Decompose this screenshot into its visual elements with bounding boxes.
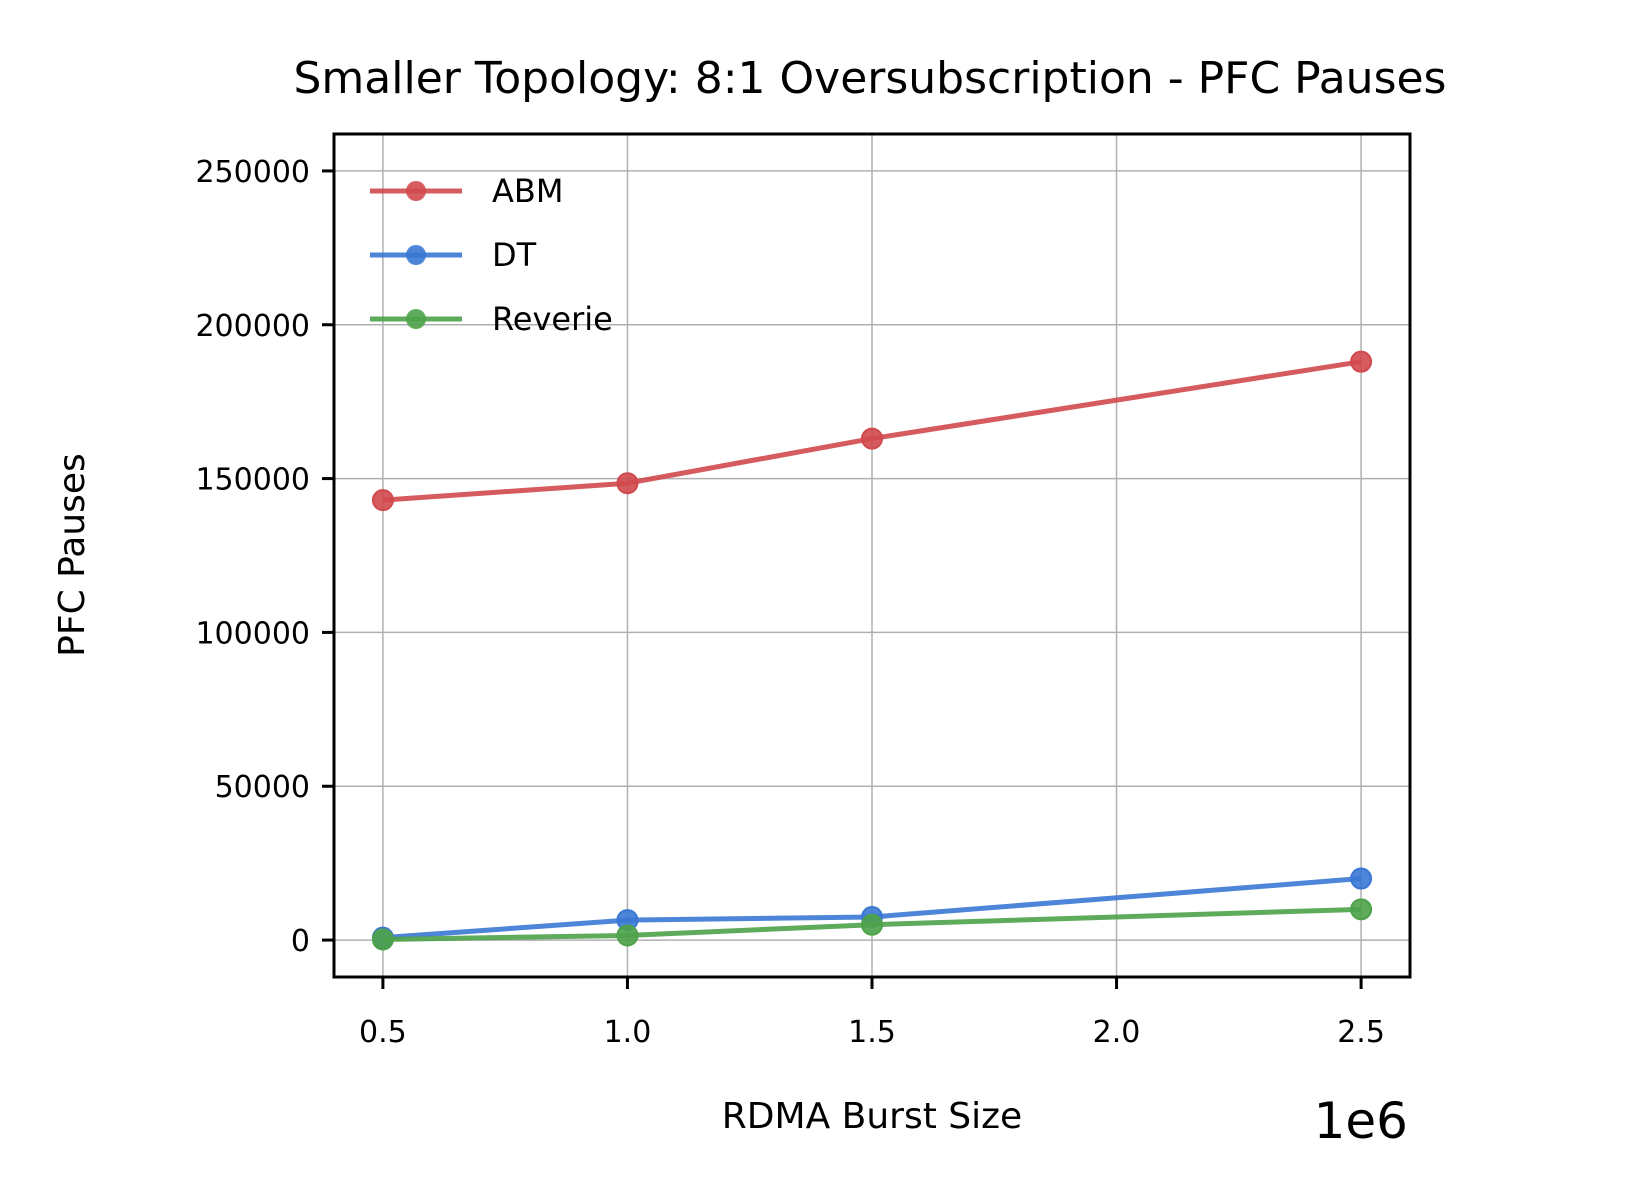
- series-reverie: [371, 898, 1373, 951]
- x-offset-label: 1e6: [1314, 1092, 1408, 1150]
- legend: ABM DT Reverie: [370, 172, 613, 338]
- x-tick-label: 1.0: [604, 1015, 652, 1050]
- data-point: [371, 489, 394, 512]
- y-tick-label: 200000: [195, 309, 310, 344]
- x-tick-label: 1.5: [848, 1015, 896, 1050]
- data-point: [1350, 350, 1373, 373]
- legend-label: DT: [492, 236, 537, 274]
- ticks: 0.5 1.0 1.5 2.0 2.5 0 50000 100000 150000 200000 2…: [195, 155, 1384, 1050]
- series-abm: [371, 350, 1373, 512]
- data-point: [371, 928, 394, 951]
- series-line: [382, 906, 1362, 942]
- legend-label: ABM: [492, 172, 563, 210]
- x-tick-label: 0.5: [359, 1015, 407, 1050]
- y-tick-label: 100000: [195, 616, 310, 651]
- data-point: [616, 924, 639, 947]
- data-point: [861, 427, 883, 450]
- data-point: [616, 472, 639, 495]
- legend-marker: [406, 245, 426, 265]
- x-axis-label: RDMA Burst Size: [722, 1096, 1022, 1137]
- data-point: [1350, 867, 1373, 890]
- y-tick-label: 250000: [195, 155, 310, 190]
- chart-title: Smaller Topology: 8:1 Oversubscription -…: [294, 53, 1447, 104]
- y-tick-label: 0: [291, 924, 310, 959]
- series-group: [371, 350, 1373, 951]
- legend-marker: [406, 181, 426, 201]
- data-point: [861, 913, 883, 936]
- series-line: [382, 359, 1362, 503]
- x-tick-label: 2.5: [1337, 1015, 1385, 1050]
- y-tick-label: 150000: [195, 463, 310, 498]
- y-axis-label: PFC Pauses: [52, 453, 93, 657]
- legend-item: Reverie: [370, 300, 613, 338]
- y-tick-label: 50000: [215, 770, 310, 805]
- legend-marker: [406, 309, 426, 329]
- grid: [334, 134, 1410, 977]
- legend-label: Reverie: [492, 300, 613, 338]
- data-point: [1350, 898, 1373, 921]
- x-tick-label: 2.0: [1093, 1015, 1141, 1050]
- series-line: [382, 876, 1362, 941]
- legend-item: DT: [370, 236, 537, 274]
- legend-item: ABM: [370, 172, 563, 210]
